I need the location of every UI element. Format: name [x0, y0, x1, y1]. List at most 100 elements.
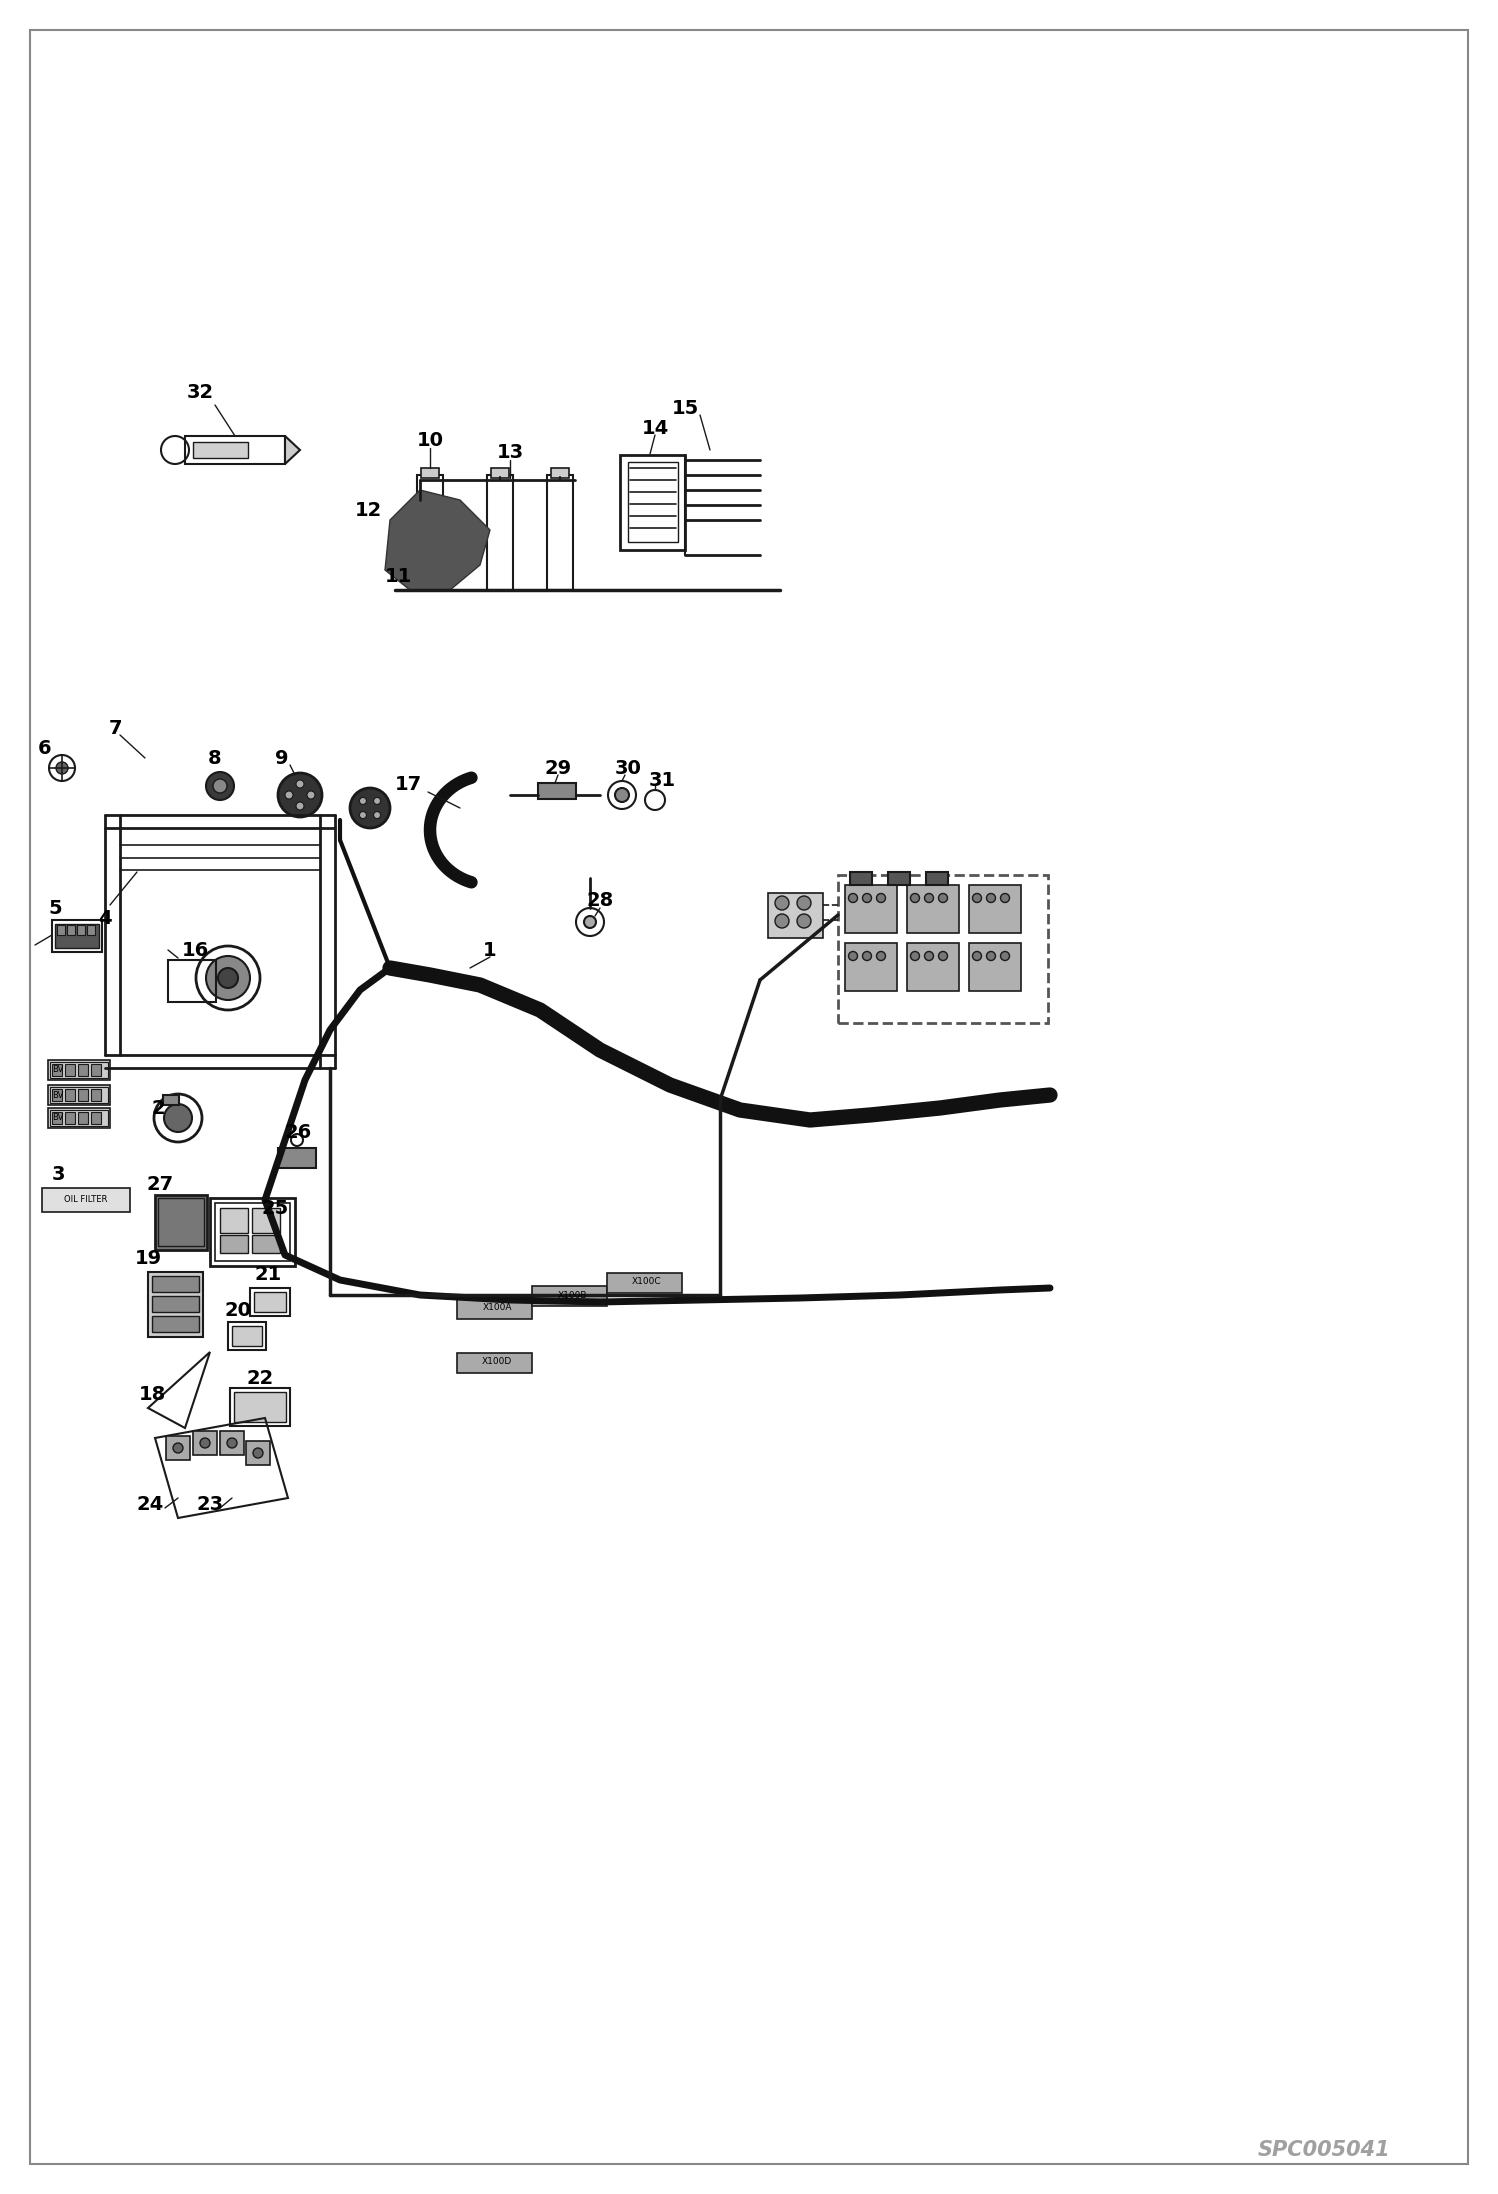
Text: 18: 18	[138, 1384, 166, 1404]
Bar	[220, 1430, 244, 1455]
Circle shape	[774, 895, 789, 911]
Circle shape	[924, 952, 933, 961]
Bar	[279, 1147, 316, 1167]
Text: 15: 15	[671, 399, 698, 417]
Bar	[255, 1292, 286, 1312]
Circle shape	[207, 957, 250, 1000]
Circle shape	[172, 1444, 183, 1452]
Text: 12: 12	[355, 500, 382, 520]
Text: 24: 24	[136, 1496, 163, 1514]
Bar	[87, 926, 94, 935]
Bar	[532, 1286, 607, 1305]
Circle shape	[228, 1437, 237, 1448]
Bar	[64, 1088, 75, 1101]
Circle shape	[297, 781, 304, 788]
Circle shape	[924, 893, 933, 902]
Bar	[232, 1325, 262, 1345]
Bar	[768, 893, 822, 939]
Bar	[231, 1389, 291, 1426]
Bar	[906, 943, 959, 992]
Circle shape	[584, 917, 596, 928]
Text: 27: 27	[147, 1176, 174, 1194]
Circle shape	[876, 952, 885, 961]
Circle shape	[373, 812, 380, 818]
Bar	[48, 1060, 109, 1079]
Bar	[168, 961, 216, 1003]
Bar	[845, 943, 897, 992]
Text: 9: 9	[276, 748, 289, 768]
Bar	[628, 463, 679, 542]
Bar	[252, 1235, 280, 1253]
Circle shape	[163, 1104, 192, 1132]
Circle shape	[285, 792, 294, 799]
Bar	[457, 1299, 532, 1319]
Bar	[67, 926, 75, 935]
Bar	[547, 474, 574, 590]
Text: 31: 31	[649, 770, 676, 790]
Text: 2: 2	[151, 1099, 165, 1117]
Circle shape	[297, 803, 304, 810]
Bar	[48, 1108, 109, 1128]
Text: 14: 14	[641, 419, 668, 437]
Circle shape	[55, 761, 67, 774]
Text: X100B: X100B	[557, 1290, 587, 1299]
Circle shape	[972, 952, 981, 961]
Circle shape	[987, 893, 996, 902]
Bar	[193, 441, 249, 459]
Bar	[151, 1316, 199, 1332]
Text: BV: BV	[52, 1090, 64, 1099]
Bar	[193, 1430, 217, 1455]
Text: 20: 20	[225, 1301, 252, 1319]
Circle shape	[876, 893, 885, 902]
Text: 13: 13	[496, 443, 524, 461]
Bar	[78, 1112, 88, 1123]
Bar	[52, 1088, 61, 1101]
Text: 23: 23	[196, 1496, 223, 1514]
Bar	[849, 871, 872, 884]
Bar	[91, 1064, 100, 1075]
Text: 17: 17	[394, 774, 421, 794]
Bar	[216, 1202, 291, 1262]
Bar	[491, 467, 509, 478]
Text: 28: 28	[586, 891, 614, 911]
Text: 30: 30	[614, 759, 641, 777]
Bar	[416, 474, 443, 590]
Bar	[252, 1209, 280, 1233]
Bar	[184, 437, 285, 463]
Circle shape	[911, 893, 920, 902]
Text: SPC005041: SPC005041	[1257, 2139, 1390, 2161]
Bar	[421, 467, 439, 478]
Circle shape	[213, 779, 228, 792]
Bar	[91, 1088, 100, 1101]
Text: 21: 21	[255, 1266, 282, 1283]
Circle shape	[351, 788, 389, 827]
Text: 16: 16	[181, 941, 208, 959]
Bar	[48, 1086, 109, 1106]
Circle shape	[939, 893, 948, 902]
Text: OIL FILTER: OIL FILTER	[64, 1196, 108, 1205]
Text: 26: 26	[285, 1123, 312, 1141]
Bar	[220, 1235, 249, 1253]
Text: 8: 8	[208, 748, 222, 768]
Circle shape	[848, 893, 857, 902]
Bar	[151, 1277, 199, 1292]
Bar	[620, 454, 685, 551]
Text: 22: 22	[246, 1369, 274, 1387]
Bar	[151, 1297, 199, 1312]
Text: 19: 19	[135, 1248, 162, 1268]
Circle shape	[863, 893, 872, 902]
Bar	[166, 1437, 190, 1459]
Circle shape	[360, 812, 367, 818]
Bar	[845, 884, 897, 932]
Bar	[457, 1354, 532, 1373]
Circle shape	[253, 1448, 264, 1459]
Bar	[49, 1086, 108, 1104]
Bar	[250, 1288, 291, 1316]
Bar	[76, 926, 85, 935]
Bar	[64, 1064, 75, 1075]
Bar	[148, 1273, 204, 1336]
Bar	[52, 1112, 61, 1123]
Circle shape	[797, 915, 810, 928]
Bar	[52, 1064, 61, 1075]
Circle shape	[863, 952, 872, 961]
